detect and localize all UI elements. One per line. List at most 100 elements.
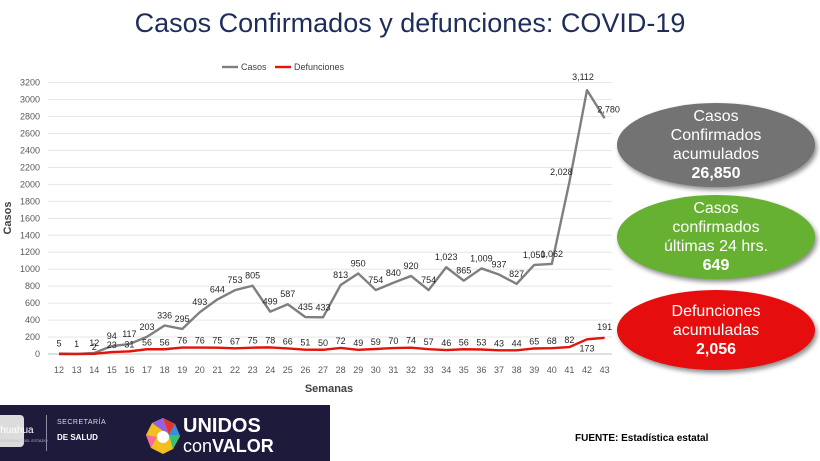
data-label-defunciones: 44 (512, 338, 522, 348)
data-label-casos: 827 (509, 269, 524, 279)
x-tick-label: 25 (283, 365, 293, 375)
y-tick-label: 2400 (20, 145, 40, 155)
data-label-defunciones: 76 (195, 336, 205, 346)
data-label-defunciones: 78 (265, 335, 275, 345)
x-tick-label: 35 (459, 365, 469, 375)
unidos-logo-icon (146, 418, 180, 454)
x-tick-label: 19 (177, 365, 187, 375)
data-label-casos: 805 (245, 271, 260, 281)
data-label-casos: 753 (227, 275, 242, 285)
x-tick-label: 18 (160, 365, 170, 375)
data-label-defunciones: 173 (579, 343, 594, 353)
y-tick-label: 2800 (20, 112, 40, 122)
y-tick-label: 800 (25, 281, 40, 291)
x-tick-label: 34 (441, 365, 451, 375)
x-tick-label: 16 (124, 365, 134, 375)
data-label-casos: 493 (192, 297, 207, 307)
data-label-defunciones: 70 (388, 336, 398, 346)
x-tick-label: 31 (388, 365, 398, 375)
total-cases-value: 26,850 (691, 165, 741, 182)
data-label-casos: 117 (122, 329, 136, 339)
data-label-defunciones: 2 (92, 342, 97, 352)
series-line-defunciones (59, 336, 605, 356)
data-label-defunciones: 43 (494, 338, 504, 348)
y-tick-label: 1400 (20, 230, 40, 240)
data-label-casos: 754 (368, 275, 383, 285)
logo-text-con: con (183, 436, 213, 456)
data-label-defunciones: 57 (424, 337, 434, 347)
y-tick-label: 400 (25, 315, 40, 325)
data-label-defunciones: 76 (177, 336, 187, 346)
salud-label: DE SALUD (57, 433, 98, 442)
y-tick-label: 2200 (20, 162, 40, 172)
data-label-casos: 1,062 (541, 249, 564, 259)
data-label-defunciones: 75 (248, 336, 258, 346)
y-tick-label: 3200 (20, 78, 40, 88)
data-label-casos: 644 (210, 284, 225, 294)
data-label-casos: 1,050 (523, 250, 546, 260)
x-tick-label: 12 (54, 365, 64, 375)
x-tick-label: 13 (72, 365, 82, 375)
x-tick-label: 38 (512, 365, 522, 375)
data-label-defunciones: 53 (476, 338, 486, 348)
legend-label-casos: Casos (241, 62, 267, 72)
legend: Casos Defunciones (222, 62, 345, 72)
data-label-defunciones: 68 (547, 336, 557, 346)
data-label-defunciones: 66 (283, 336, 293, 346)
x-tick-label: 24 (265, 365, 275, 375)
total-deaths-label: Defunciones acumuladas (671, 302, 761, 339)
data-label-defunciones: 82 (564, 335, 574, 345)
data-label-casos: 840 (386, 268, 401, 278)
data-label-defunciones: 191 (597, 322, 612, 332)
page-title: Casos Confirmados y defunciones: COVID-1… (134, 8, 686, 38)
data-label-casos: 5 (56, 339, 61, 349)
y-tick-label: 2600 (20, 129, 40, 139)
x-tick-label: 26 (300, 365, 310, 375)
data-label-defunciones: 75 (212, 336, 222, 346)
data-label-casos: 587 (280, 289, 295, 299)
data-label-casos: 754 (421, 275, 436, 285)
data-label-casos: 865 (456, 266, 471, 276)
data-label-casos: 12 (89, 338, 99, 348)
data-label-defunciones: 56 (142, 337, 152, 347)
data-label-casos: 435 (298, 302, 313, 312)
logo-text-valor: VALOR (212, 436, 274, 456)
data-label-casos: 813 (333, 270, 348, 280)
state-seal-icon (0, 415, 24, 447)
y-tick-label: 1600 (20, 213, 40, 223)
cases-24h-bubble: Casos confirmados últimas 24 hrs. 649 (617, 195, 815, 279)
secretaria-label: SECRETARÍA (57, 419, 107, 426)
data-label-casos: 1,009 (470, 253, 493, 263)
x-tick-label: 29 (353, 365, 363, 375)
x-tick-label: 42 (582, 365, 592, 375)
series-layer (58, 88, 606, 356)
y-axis-ticks: 0 200 400 600 800 1000 1200 1400 1600 1800 2000 220… (20, 78, 40, 359)
data-label-defunciones: 65 (529, 336, 539, 346)
y-tick-label: 2000 (20, 179, 40, 189)
data-label-defunciones: 31 (124, 339, 134, 349)
x-tick-label: 23 (248, 365, 258, 375)
data-label-casos: 1,023 (435, 252, 458, 262)
x-tick-label: 43 (600, 365, 610, 375)
x-axis-ticks: 12 13 14 15 16 17 18 19 20 21 22 23 24 25 26 27 28 29 30 31… (54, 365, 610, 375)
data-label-defunciones: 50 (318, 338, 328, 348)
x-tick-label: 39 (529, 365, 539, 375)
state-name: ihuahua (0, 425, 34, 436)
source-note: FUENTE: Estadística estatal (575, 433, 709, 444)
y-tick-label: 1800 (20, 196, 40, 206)
data-label-casos: 3,112 (572, 72, 594, 82)
y-tick-label: 3000 (20, 95, 40, 105)
data-label-casos: 499 (263, 297, 278, 307)
total-deaths-bubble: Defunciones acumuladas 2,056 (617, 290, 815, 370)
data-label-defunciones: 67 (230, 336, 240, 346)
footer-divider (46, 415, 47, 451)
x-tick-label: 28 (336, 365, 346, 375)
data-label-defunciones: 46 (441, 338, 451, 348)
x-tick-label: 40 (547, 365, 557, 375)
x-tick-label: 15 (107, 365, 117, 375)
y-tick-label: 200 (25, 332, 40, 342)
data-label-defunciones: 56 (160, 337, 170, 347)
data-label-casos: 950 (351, 258, 366, 268)
